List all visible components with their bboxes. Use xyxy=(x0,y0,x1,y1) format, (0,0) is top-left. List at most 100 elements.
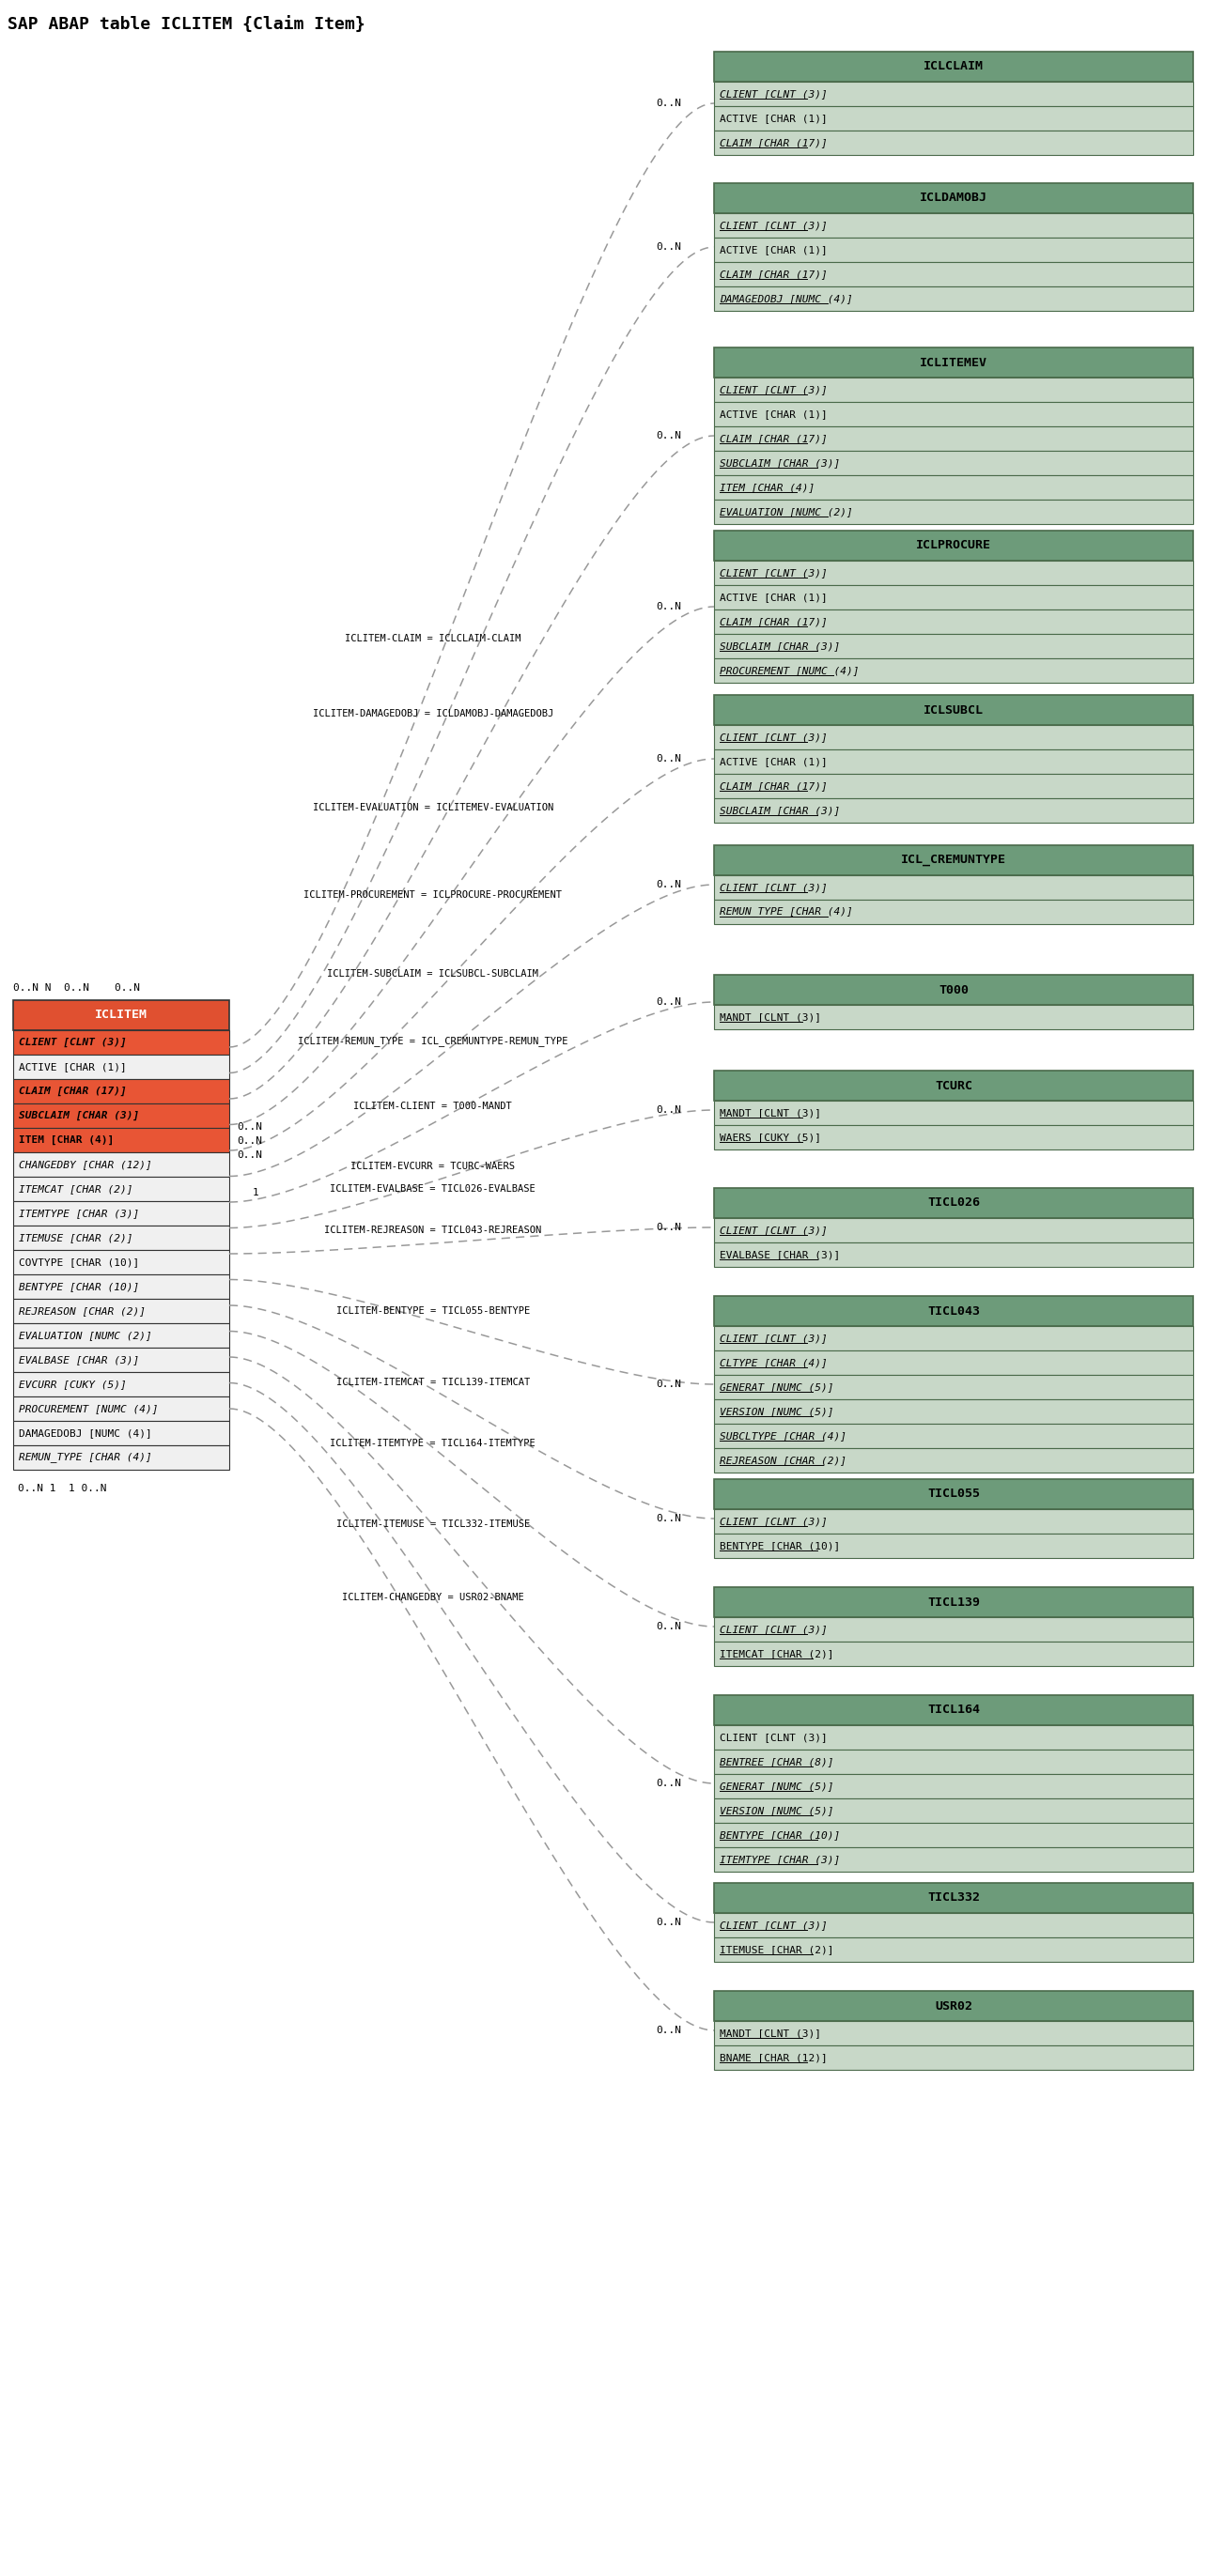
Text: WAERS [CUKY (5)]: WAERS [CUKY (5)] xyxy=(719,1133,821,1141)
Text: 0..N N  0..N    0..N: 0..N N 0..N 0..N xyxy=(13,984,140,992)
Bar xyxy=(714,379,1193,402)
Bar xyxy=(714,585,1193,611)
Bar xyxy=(13,1324,229,1347)
Bar xyxy=(714,263,1193,286)
Bar xyxy=(714,500,1193,523)
Text: 0..N: 0..N xyxy=(656,1777,681,1788)
Bar xyxy=(714,131,1193,155)
Text: 0..N: 0..N xyxy=(656,1224,681,1231)
Text: CLIENT [CLNT (3)]: CLIENT [CLNT (3)] xyxy=(19,1038,127,1048)
Text: ITEM [CHAR (4)]: ITEM [CHAR (4)] xyxy=(719,482,815,492)
Bar xyxy=(714,899,1193,925)
Bar xyxy=(13,1275,229,1298)
Text: CLIENT [CLNT (3)]: CLIENT [CLNT (3)] xyxy=(719,1517,827,1525)
Text: ACTIVE [CHAR (1)]: ACTIVE [CHAR (1)] xyxy=(719,113,827,124)
Text: ITEMTYPE [CHAR (3)]: ITEMTYPE [CHAR (3)] xyxy=(719,1855,840,1865)
Bar xyxy=(13,1249,229,1275)
Text: ITEMUSE [CHAR (2)]: ITEMUSE [CHAR (2)] xyxy=(719,1945,834,1955)
Text: ICLSUBCL: ICLSUBCL xyxy=(924,703,983,716)
Bar xyxy=(714,1005,1193,1030)
Text: 0..N: 0..N xyxy=(656,881,681,889)
Text: 0..N: 0..N xyxy=(656,242,681,252)
Bar xyxy=(13,1177,229,1200)
Text: MANDT [CLNT (3)]: MANDT [CLNT (3)] xyxy=(719,2027,821,2038)
Bar xyxy=(714,1242,1193,1267)
Text: 0..N: 0..N xyxy=(237,1151,262,1159)
Text: CLAIM [CHAR (17)]: CLAIM [CHAR (17)] xyxy=(719,139,827,147)
Text: ICLITEM-BENTYPE = TICL055-BENTYPE: ICLITEM-BENTYPE = TICL055-BENTYPE xyxy=(335,1306,529,1316)
Bar xyxy=(714,799,1193,822)
Text: ACTIVE [CHAR (1)]: ACTIVE [CHAR (1)] xyxy=(719,592,827,603)
Bar xyxy=(13,1298,229,1324)
Text: ACTIVE [CHAR (1)]: ACTIVE [CHAR (1)] xyxy=(719,757,827,765)
Text: ITEM [CHAR (4)]: ITEM [CHAR (4)] xyxy=(19,1136,114,1144)
Bar xyxy=(714,286,1193,312)
Text: ITEMCAT [CHAR (2)]: ITEMCAT [CHAR (2)] xyxy=(19,1185,133,1193)
Bar xyxy=(714,82,1193,106)
Text: CLIENT [CLNT (3)]: CLIENT [CLNT (3)] xyxy=(719,90,827,98)
Bar xyxy=(714,845,1193,876)
Text: CLIENT [CLNT (3)]: CLIENT [CLNT (3)] xyxy=(719,1734,827,1741)
Bar xyxy=(714,1937,1193,1963)
Text: CLIENT [CLNT (3)]: CLIENT [CLNT (3)] xyxy=(719,569,827,577)
Text: REJREASON [CHAR (2)]: REJREASON [CHAR (2)] xyxy=(719,1455,846,1466)
Bar xyxy=(714,237,1193,263)
Bar xyxy=(13,1079,229,1103)
Bar xyxy=(13,1054,229,1079)
Bar xyxy=(714,1126,1193,1149)
Bar xyxy=(714,696,1193,724)
Text: ICLDAMOBJ: ICLDAMOBJ xyxy=(920,193,987,204)
Text: COVTYPE [CHAR (10)]: COVTYPE [CHAR (10)] xyxy=(19,1257,139,1267)
Text: 0..N: 0..N xyxy=(656,2025,681,2035)
Bar xyxy=(13,1151,229,1177)
Text: BENTYPE [CHAR (10)]: BENTYPE [CHAR (10)] xyxy=(19,1283,139,1291)
Bar xyxy=(714,1726,1193,1749)
Text: ICLITEM-SUBCLAIM = ICLSUBCL-SUBCLAIM: ICLITEM-SUBCLAIM = ICLSUBCL-SUBCLAIM xyxy=(327,969,539,979)
Bar xyxy=(714,1327,1193,1350)
Text: SUBCLTYPE [CHAR (4)]: SUBCLTYPE [CHAR (4)] xyxy=(719,1432,846,1440)
Text: ICLITEM-PROCUREMENT = ICLPROCURE-PROCUREMENT: ICLITEM-PROCUREMENT = ICLPROCURE-PROCURE… xyxy=(304,891,562,899)
Bar xyxy=(714,974,1193,1005)
Text: CLAIM [CHAR (17)]: CLAIM [CHAR (17)] xyxy=(19,1087,127,1095)
Text: EVCURR [CUKY (5)]: EVCURR [CUKY (5)] xyxy=(19,1381,127,1388)
Text: CLIENT [CLNT (3)]: CLIENT [CLNT (3)] xyxy=(719,1922,827,1929)
Bar xyxy=(714,474,1193,500)
Text: 0..N: 0..N xyxy=(656,1515,681,1522)
Text: SUBCLAIM [CHAR (3)]: SUBCLAIM [CHAR (3)] xyxy=(719,641,840,652)
Bar xyxy=(714,451,1193,474)
Text: CLIENT [CLNT (3)]: CLIENT [CLNT (3)] xyxy=(719,1625,827,1633)
Text: ICLITEM-REMUN_TYPE = ICL_CREMUNTYPE-REMUN_TYPE: ICLITEM-REMUN_TYPE = ICL_CREMUNTYPE-REMU… xyxy=(298,1036,568,1046)
Bar xyxy=(714,2022,1193,2045)
Bar xyxy=(714,659,1193,683)
Text: BENTYPE [CHAR (10)]: BENTYPE [CHAR (10)] xyxy=(719,1540,840,1551)
Bar xyxy=(714,1618,1193,1641)
Bar xyxy=(714,1448,1193,1473)
Bar xyxy=(714,876,1193,899)
Text: 0..N: 0..N xyxy=(237,1136,262,1146)
Text: EVALBASE [CHAR (3)]: EVALBASE [CHAR (3)] xyxy=(719,1249,840,1260)
Text: ICLPROCURE: ICLPROCURE xyxy=(916,538,991,551)
Text: CLTYPE [CHAR (4)]: CLTYPE [CHAR (4)] xyxy=(719,1358,827,1368)
Text: EVALUATION [NUMC (2)]: EVALUATION [NUMC (2)] xyxy=(19,1332,151,1340)
Text: TICL055: TICL055 xyxy=(928,1489,980,1499)
Text: PROCUREMENT [NUMC (4)]: PROCUREMENT [NUMC (4)] xyxy=(19,1404,159,1414)
Text: T000: T000 xyxy=(939,984,969,997)
Bar xyxy=(714,106,1193,131)
Bar xyxy=(714,1775,1193,1798)
Text: ACTIVE [CHAR (1)]: ACTIVE [CHAR (1)] xyxy=(19,1061,127,1072)
Text: TICL139: TICL139 xyxy=(928,1597,980,1607)
Bar xyxy=(13,1128,229,1151)
Bar xyxy=(13,1373,229,1396)
Bar xyxy=(714,214,1193,237)
Text: BENTREE [CHAR (8)]: BENTREE [CHAR (8)] xyxy=(719,1757,834,1767)
Text: REMUN_TYPE [CHAR (4)]: REMUN_TYPE [CHAR (4)] xyxy=(19,1453,151,1463)
Text: 0..N: 0..N xyxy=(237,1123,262,1131)
Bar xyxy=(714,1350,1193,1376)
Text: 0..N: 0..N xyxy=(656,1381,681,1388)
Text: TICL026: TICL026 xyxy=(928,1198,980,1208)
Text: MANDT [CLNT (3)]: MANDT [CLNT (3)] xyxy=(719,1012,821,1023)
Bar xyxy=(714,724,1193,750)
Bar xyxy=(13,1103,229,1128)
Bar xyxy=(714,1587,1193,1618)
Bar xyxy=(714,750,1193,773)
